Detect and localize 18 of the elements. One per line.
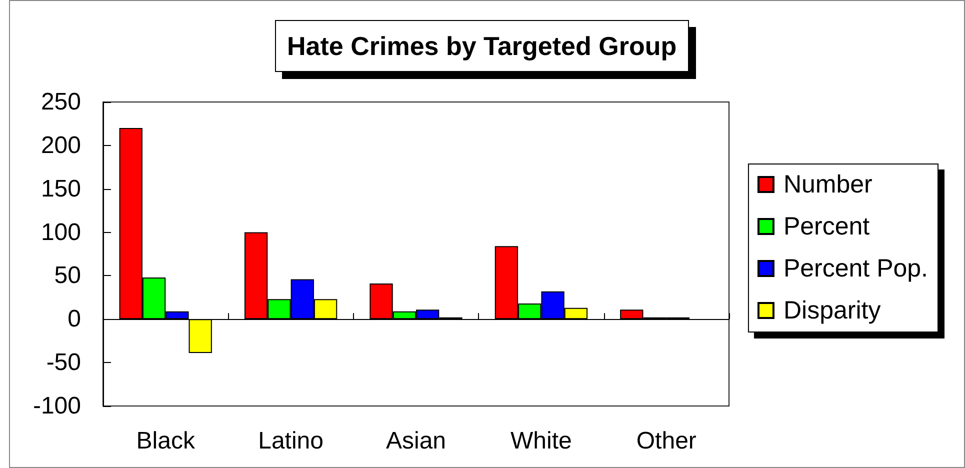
legend-label: Percent bbox=[783, 212, 870, 240]
x-tick-label: White bbox=[510, 428, 572, 454]
legend-label: Number bbox=[783, 170, 872, 198]
y-tick-label: 150 bbox=[40, 175, 81, 202]
x-tick-label: Asian bbox=[386, 428, 446, 454]
y-tick-label: -50 bbox=[46, 349, 81, 376]
x-tick-label: Other bbox=[636, 428, 696, 454]
x-tick-label: Black bbox=[136, 428, 196, 454]
x-tick-label: Latino bbox=[258, 428, 324, 454]
chart-title: Hate Crimes by Targeted Group bbox=[287, 31, 677, 61]
y-tick-label: 250 bbox=[40, 88, 81, 116]
y-tick-label: 50 bbox=[54, 262, 81, 290]
y-tick-label: 0 bbox=[68, 306, 81, 333]
y-tick-label: 200 bbox=[40, 132, 81, 159]
legend-label: Disparity bbox=[783, 296, 882, 324]
y-tick-label: -100 bbox=[32, 392, 81, 420]
y-tick-label: 100 bbox=[40, 218, 81, 246]
legend-label: Percent Pop. bbox=[783, 254, 928, 282]
